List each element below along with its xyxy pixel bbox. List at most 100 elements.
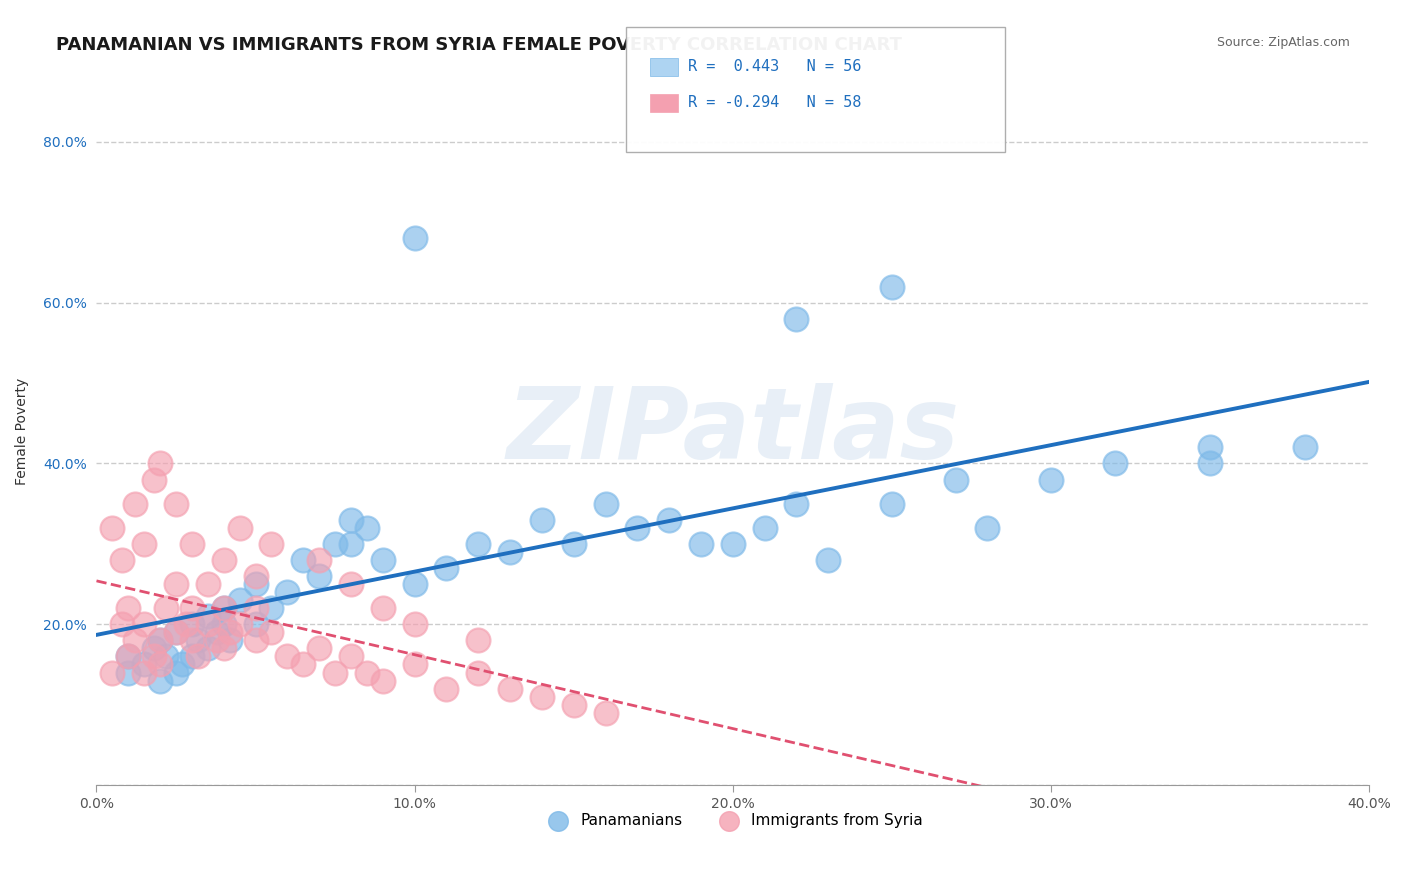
Point <box>880 497 903 511</box>
Point <box>212 601 235 615</box>
Point <box>340 513 363 527</box>
Point <box>260 601 283 615</box>
Point <box>1104 457 1126 471</box>
Legend: Panamanians, Immigrants from Syria: Panamanians, Immigrants from Syria <box>536 807 929 834</box>
Point <box>754 521 776 535</box>
Text: Source: ZipAtlas.com: Source: ZipAtlas.com <box>1216 36 1350 49</box>
Point <box>181 601 204 615</box>
Point <box>260 625 283 640</box>
Point <box>149 633 172 648</box>
Point <box>595 497 617 511</box>
Point <box>371 553 394 567</box>
Point <box>172 657 194 672</box>
Point <box>142 473 165 487</box>
Point <box>945 473 967 487</box>
Point <box>292 553 315 567</box>
Point <box>155 649 177 664</box>
Point <box>308 569 330 583</box>
Point <box>356 665 378 680</box>
Point <box>562 537 585 551</box>
Point <box>111 617 134 632</box>
Point <box>260 537 283 551</box>
Point <box>134 617 156 632</box>
Point <box>323 665 346 680</box>
Y-axis label: Female Poverty: Female Poverty <box>15 377 30 485</box>
Point <box>1039 473 1062 487</box>
Point <box>1295 441 1317 455</box>
Point <box>181 537 204 551</box>
Point <box>404 617 426 632</box>
Point <box>371 673 394 688</box>
Point <box>356 521 378 535</box>
Text: ZIPatlas: ZIPatlas <box>506 383 959 480</box>
Point <box>134 537 156 551</box>
Text: R = -0.294   N = 58: R = -0.294 N = 58 <box>688 95 860 110</box>
Point <box>245 577 267 591</box>
Point <box>880 279 903 293</box>
Point <box>207 633 229 648</box>
Point <box>165 665 187 680</box>
Point <box>371 601 394 615</box>
Point <box>197 641 219 656</box>
Point <box>340 649 363 664</box>
Point <box>207 625 229 640</box>
Point <box>467 537 489 551</box>
Point <box>142 649 165 664</box>
Point <box>197 609 219 624</box>
Point <box>228 617 250 632</box>
Point <box>174 617 197 632</box>
Point <box>276 585 298 599</box>
Point <box>165 625 187 640</box>
Point <box>101 521 124 535</box>
Point <box>149 457 172 471</box>
Point <box>340 577 363 591</box>
Point <box>785 497 807 511</box>
Point <box>340 537 363 551</box>
Point <box>276 649 298 664</box>
Point <box>165 497 187 511</box>
Point <box>292 657 315 672</box>
Point <box>187 633 209 648</box>
Point <box>817 553 839 567</box>
Point <box>149 673 172 688</box>
Point <box>117 665 139 680</box>
Point <box>165 625 187 640</box>
Point <box>101 665 124 680</box>
Point <box>626 521 648 535</box>
Point <box>187 649 209 664</box>
Point <box>181 617 204 632</box>
Point <box>149 633 172 648</box>
Point <box>197 577 219 591</box>
Point <box>212 553 235 567</box>
Point <box>308 553 330 567</box>
Point <box>323 537 346 551</box>
Point <box>124 633 146 648</box>
Point <box>467 633 489 648</box>
Point <box>165 577 187 591</box>
Point <box>404 577 426 591</box>
Point <box>467 665 489 680</box>
Point <box>124 497 146 511</box>
Point <box>245 633 267 648</box>
Point <box>436 681 458 696</box>
Point <box>976 521 998 535</box>
Point <box>436 561 458 575</box>
Point <box>134 665 156 680</box>
Point <box>212 601 235 615</box>
Point <box>785 311 807 326</box>
Point <box>1199 441 1222 455</box>
Point <box>117 649 139 664</box>
Point <box>181 649 204 664</box>
Point <box>219 633 242 648</box>
Point <box>111 553 134 567</box>
Point <box>142 641 165 656</box>
Point <box>245 569 267 583</box>
Point <box>658 513 681 527</box>
Point <box>149 657 172 672</box>
Text: R =  0.443   N = 56: R = 0.443 N = 56 <box>688 60 860 74</box>
Text: PANAMANIAN VS IMMIGRANTS FROM SYRIA FEMALE POVERTY CORRELATION CHART: PANAMANIAN VS IMMIGRANTS FROM SYRIA FEMA… <box>56 36 903 54</box>
Point <box>117 649 139 664</box>
Point <box>197 617 219 632</box>
Point <box>212 617 235 632</box>
Point <box>155 601 177 615</box>
